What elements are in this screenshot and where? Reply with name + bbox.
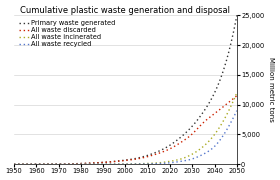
All waste recycled [235, 110, 239, 112]
All waste incinerated [204, 143, 207, 145]
Line: Primary waste generated: Primary waste generated [14, 15, 237, 164]
Y-axis label: Million metric tons: Million metric tons [269, 57, 274, 122]
All waste discarded [26, 163, 29, 165]
Primary waste generated [26, 163, 29, 165]
All waste discarded [148, 155, 151, 157]
All waste recycled [204, 152, 207, 154]
All waste discarded [181, 140, 185, 142]
Line: All waste incinerated: All waste incinerated [14, 93, 237, 164]
Primary waste generated [204, 107, 207, 109]
Primary waste generated [235, 14, 239, 16]
All waste discarded [235, 95, 239, 97]
All waste discarded [12, 163, 16, 165]
Primary waste generated [142, 156, 145, 158]
All waste discarded [154, 153, 158, 155]
All waste discarded [204, 119, 207, 122]
All waste recycled [148, 163, 151, 165]
All waste incinerated [148, 162, 151, 165]
All waste recycled [26, 163, 29, 165]
All waste recycled [142, 163, 145, 165]
All waste incinerated [142, 163, 145, 165]
Legend: Primary waste generated, All waste discarded, All waste incinerated, All waste r: Primary waste generated, All waste disca… [17, 19, 117, 48]
All waste discarded [142, 157, 145, 159]
Line: All waste recycled: All waste recycled [14, 111, 237, 164]
Primary waste generated [148, 154, 151, 156]
Primary waste generated [181, 134, 185, 136]
Title: Cumulative plastic waste generation and disposal: Cumulative plastic waste generation and … [20, 6, 230, 15]
Line: All waste discarded: All waste discarded [14, 96, 237, 164]
All waste recycled [12, 163, 16, 165]
Primary waste generated [12, 163, 16, 165]
All waste incinerated [235, 92, 239, 94]
All waste incinerated [154, 162, 158, 164]
All waste incinerated [12, 163, 16, 165]
Primary waste generated [154, 151, 158, 154]
All waste recycled [154, 163, 158, 165]
All waste recycled [181, 160, 185, 162]
All waste incinerated [181, 157, 185, 159]
All waste incinerated [26, 163, 29, 165]
